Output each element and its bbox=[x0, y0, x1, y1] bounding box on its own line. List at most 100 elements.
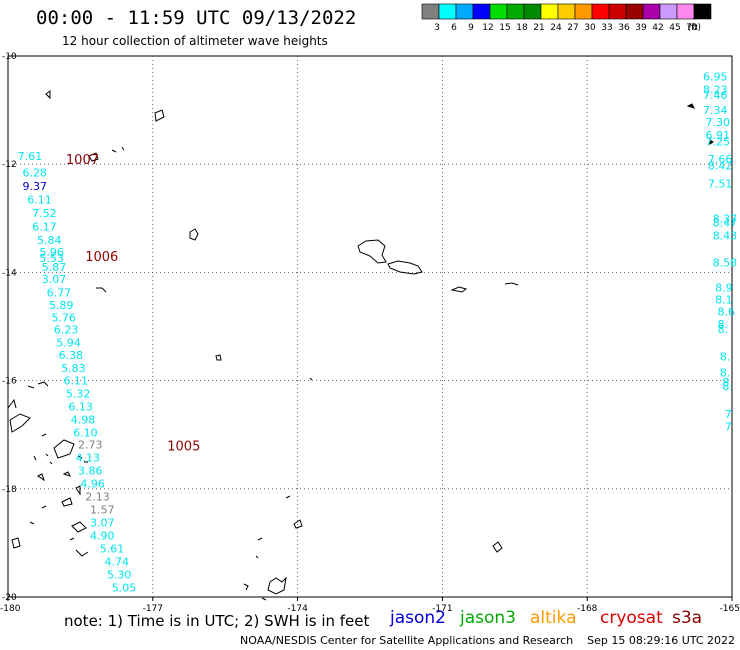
colorbar-swatch bbox=[506, 3, 525, 20]
island-north-3 bbox=[88, 152, 99, 162]
wave-height-value: 5.84 bbox=[37, 234, 62, 247]
map-gridlines: -180 -177 -174 -171 -168 -165 -10 -12 -14 -16 -18 -… bbox=[0, 52, 740, 614]
wave-height-value: 6.10 bbox=[73, 427, 98, 440]
wave-height-value: 7.66 bbox=[708, 153, 733, 166]
map-border bbox=[7, 55, 733, 598]
island-tutuila bbox=[450, 286, 468, 293]
island-small-2 bbox=[309, 377, 313, 381]
wave-height-value: 8.23 bbox=[703, 84, 728, 97]
wave-height-value: 9.37 bbox=[22, 180, 47, 193]
wave-height-value: 5.83 bbox=[61, 362, 86, 375]
wave-height-value: 4.74 bbox=[105, 555, 129, 568]
wave-height-value: 6.11 bbox=[27, 193, 52, 206]
wave-height-value: 4.13 bbox=[76, 451, 101, 464]
wave-height-value: 6.28 bbox=[22, 166, 47, 179]
island-manua bbox=[504, 282, 519, 286]
satellite-jason3: jason3 bbox=[460, 608, 516, 628]
colorbar-tick-label: 30 bbox=[584, 23, 596, 33]
island-lau-4 bbox=[29, 497, 73, 525]
map-subtitle: 12 hour collection of altimeter wave hei… bbox=[62, 34, 328, 48]
wave-height-value: 6.11 bbox=[64, 375, 89, 388]
island-north-1 bbox=[154, 109, 165, 122]
wave-height-value: 8. bbox=[720, 366, 731, 379]
wave-height-value: 6.77 bbox=[47, 286, 72, 299]
island-tonga-3 bbox=[255, 537, 263, 559]
lon-tick-label: -174 bbox=[287, 604, 308, 614]
colorbar-tick-label: 12 bbox=[482, 23, 493, 33]
island-lau-3 bbox=[37, 471, 81, 496]
wave-height-value: 5.96 bbox=[39, 246, 64, 259]
wave-height-value: 7.46 bbox=[703, 89, 728, 102]
lon-tick-label: -180 bbox=[0, 604, 21, 614]
island-tongatapu bbox=[243, 576, 287, 601]
island-lau-1 bbox=[53, 439, 75, 459]
colorbar-swatch bbox=[693, 3, 712, 20]
wave-height-value: 4.90 bbox=[90, 529, 115, 542]
wave-height-value: 5.30 bbox=[107, 568, 131, 581]
wave-height-value: 2.73 bbox=[78, 438, 103, 451]
wave-height-value: 5.76 bbox=[51, 311, 76, 324]
lat-tick-label: -20 bbox=[2, 593, 17, 603]
colorbar-tick-label: 3 bbox=[434, 23, 440, 33]
wave-height-value: 6.17 bbox=[32, 220, 57, 233]
island-futuna bbox=[96, 287, 107, 293]
colorbar-tick-label: 6 bbox=[451, 23, 457, 33]
island-north-4 bbox=[111, 146, 125, 153]
colorbar-tick-label: 33 bbox=[601, 23, 612, 33]
map-frame bbox=[7, 55, 733, 598]
colorbar-tick-label: 21 bbox=[533, 23, 544, 33]
island-savaii bbox=[357, 239, 387, 264]
wave-height-value: 8. bbox=[718, 323, 729, 336]
wave-height-value: 8. bbox=[722, 380, 733, 393]
wave-height-value: 8.58 bbox=[713, 257, 738, 270]
colorbar-swatch bbox=[557, 3, 576, 20]
lat-tick-label: -14 bbox=[2, 268, 17, 278]
colorbar-tick-label: 9 bbox=[468, 23, 474, 33]
lon-tick-label: -168 bbox=[577, 604, 598, 614]
island-wallis bbox=[189, 228, 199, 241]
wave-height-value: 5.61 bbox=[100, 542, 125, 555]
wave-height-value: 8.9 bbox=[715, 282, 733, 295]
footer-note: note: 1) Time is in UTC; 2) SWH is in fe… bbox=[64, 612, 370, 630]
colorbar-tick-label: 24 bbox=[550, 23, 562, 33]
island-tonga-2 bbox=[293, 519, 303, 529]
pressure-label: 1007 bbox=[66, 153, 99, 168]
colorbar-swatch bbox=[455, 3, 474, 20]
lat-tick-label: -12 bbox=[2, 160, 17, 170]
colorbar-tick-label: 42 bbox=[652, 23, 663, 33]
colorbar-swatch bbox=[421, 3, 440, 20]
colorbar-swatch bbox=[659, 3, 678, 20]
colorbar-swatch bbox=[625, 3, 644, 20]
wave-height-value: 2.13 bbox=[85, 490, 110, 503]
colorbar-tick-label: 27 bbox=[567, 23, 578, 33]
wave-height-value: 7.30 bbox=[705, 116, 730, 129]
colorbar-swatch bbox=[642, 3, 661, 20]
wave-height-value: 3.07 bbox=[42, 273, 67, 286]
wave-height-value: 7.51 bbox=[708, 178, 733, 191]
colorbar-swatch bbox=[523, 3, 542, 20]
wave-height-value: 8.43 bbox=[713, 230, 738, 243]
wave-height-value: 7.52 bbox=[32, 207, 57, 220]
island-small-1 bbox=[215, 354, 222, 361]
wave-height-value: 8.1 bbox=[715, 293, 733, 306]
colorbar-tick-label: 15 bbox=[499, 23, 510, 33]
map-title: 00:00 - 11:59 UTC 09/13/2022 bbox=[36, 7, 357, 29]
wave-height-value: 6.13 bbox=[68, 401, 93, 414]
colorbar-swatch bbox=[574, 3, 593, 20]
colorbar-swatch bbox=[489, 3, 508, 20]
wave-height-value: 5.32 bbox=[66, 388, 91, 401]
lat-tick-label: -16 bbox=[2, 377, 17, 387]
lat-tick-label: -10 bbox=[2, 52, 17, 62]
lat-tick-label: -18 bbox=[2, 485, 17, 495]
colorbar-legend: 3 6 9 12 15 18 21 24 27 30 33 36 39 42 45 70(ft) bbox=[421, 3, 712, 33]
wave-height-value: 5.05 bbox=[112, 581, 137, 594]
wave-height-value: 8. bbox=[718, 318, 729, 331]
wave-height-value: 6.23 bbox=[54, 324, 79, 337]
wave-height-labels: 7.616.289.376.117.526.175.845.965.535.87… bbox=[18, 71, 738, 595]
wave-height-value: 7.61 bbox=[18, 150, 43, 163]
satellite-cryosat: cryosat bbox=[600, 608, 663, 628]
wave-height-value: 5.89 bbox=[49, 299, 74, 312]
satellite-altika: altika bbox=[530, 608, 577, 628]
